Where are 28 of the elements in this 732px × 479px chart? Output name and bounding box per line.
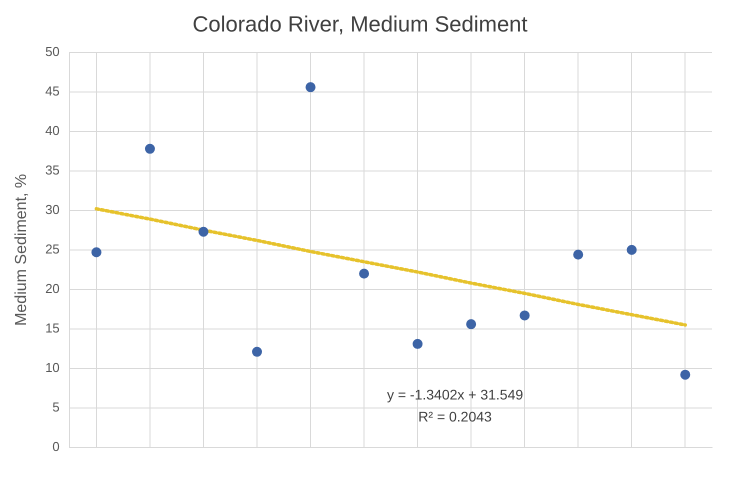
y-tick-label: 15	[45, 320, 60, 336]
line-series	[94, 207, 687, 327]
y-tick-label: 5	[52, 399, 60, 414]
y-tick-label: 30	[45, 202, 60, 217]
y-tick-label: 45	[45, 83, 60, 98]
chart-title: Colorado River, Medium Sediment	[192, 11, 528, 36]
point	[252, 346, 262, 357]
point	[91, 247, 102, 258]
annotation: y = -1.3402x + 31.549	[386, 386, 524, 402]
point	[359, 268, 370, 279]
y-tick-label: 10	[45, 360, 60, 375]
point	[520, 310, 530, 320]
point	[573, 250, 584, 260]
y-axis-title: Medium Sediment, %	[13, 174, 30, 326]
point	[466, 319, 476, 330]
point	[306, 82, 316, 92]
point	[144, 144, 155, 154]
y-tick-label: 50	[45, 44, 60, 59]
y-tick-label: 20	[45, 280, 60, 296]
point	[626, 244, 637, 255]
y-tick-label: 35	[45, 162, 60, 178]
annotation: R² = 0.2043	[418, 408, 492, 424]
point	[680, 370, 690, 380]
y-tick-label: 25	[45, 241, 60, 256]
point	[412, 338, 423, 349]
y-tick-label: 0	[52, 438, 60, 454]
point	[198, 226, 208, 237]
y-tick-label: 40	[45, 122, 60, 138]
